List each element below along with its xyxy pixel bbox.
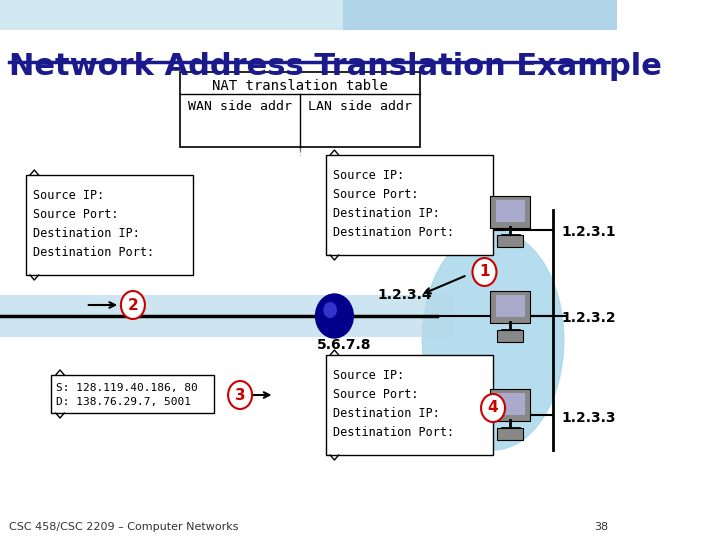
- Text: 1.2.3.3: 1.2.3.3: [562, 411, 616, 425]
- Text: S: 128.119.40.186, 80
D: 138.76.29.7, 5001: S: 128.119.40.186, 80 D: 138.76.29.7, 50…: [55, 383, 197, 407]
- FancyBboxPatch shape: [498, 330, 523, 342]
- FancyBboxPatch shape: [0, 295, 454, 337]
- FancyBboxPatch shape: [326, 155, 493, 255]
- Text: 4: 4: [487, 401, 498, 415]
- Circle shape: [228, 381, 252, 409]
- Text: 38: 38: [595, 522, 609, 532]
- Circle shape: [315, 294, 354, 338]
- Text: CSC 458/CSC 2209 – Computer Networks: CSC 458/CSC 2209 – Computer Networks: [9, 522, 238, 532]
- FancyBboxPatch shape: [343, 0, 617, 30]
- FancyBboxPatch shape: [490, 389, 530, 421]
- Circle shape: [121, 291, 145, 319]
- FancyBboxPatch shape: [490, 291, 530, 323]
- FancyBboxPatch shape: [498, 428, 523, 440]
- FancyBboxPatch shape: [51, 375, 215, 413]
- Text: Source IP:
Source Port:
Destination IP:
Destination Port:: Source IP: Source Port: Destination IP: …: [32, 189, 153, 259]
- FancyBboxPatch shape: [490, 196, 530, 228]
- FancyBboxPatch shape: [326, 355, 493, 455]
- Text: NAT translation table: NAT translation table: [212, 79, 388, 93]
- Text: 1.2.3.1: 1.2.3.1: [562, 225, 616, 239]
- Ellipse shape: [423, 230, 564, 450]
- Text: Network Address Translation Example: Network Address Translation Example: [9, 52, 662, 81]
- FancyBboxPatch shape: [495, 393, 525, 415]
- Text: Source IP:
Source Port:
Destination IP:
Destination Port:: Source IP: Source Port: Destination IP: …: [333, 169, 454, 239]
- FancyBboxPatch shape: [180, 72, 420, 147]
- Text: 5.6.7.8: 5.6.7.8: [318, 338, 372, 352]
- Circle shape: [481, 394, 505, 422]
- FancyBboxPatch shape: [495, 295, 525, 317]
- Text: LAN side addr: LAN side addr: [308, 99, 412, 112]
- FancyBboxPatch shape: [0, 0, 617, 30]
- Text: 2: 2: [127, 298, 138, 313]
- Text: Source IP:
Source Port:
Destination IP:
Destination Port:: Source IP: Source Port: Destination IP: …: [333, 369, 454, 439]
- Circle shape: [323, 302, 337, 318]
- Text: WAN side addr: WAN side addr: [188, 99, 292, 112]
- Text: 1.2.3.2: 1.2.3.2: [562, 311, 616, 325]
- FancyBboxPatch shape: [495, 200, 525, 222]
- FancyBboxPatch shape: [498, 235, 523, 247]
- Text: 1.2.3.4: 1.2.3.4: [377, 288, 432, 302]
- Circle shape: [472, 258, 497, 286]
- Text: 1: 1: [480, 265, 490, 280]
- Text: 3: 3: [235, 388, 246, 402]
- FancyBboxPatch shape: [26, 175, 193, 275]
